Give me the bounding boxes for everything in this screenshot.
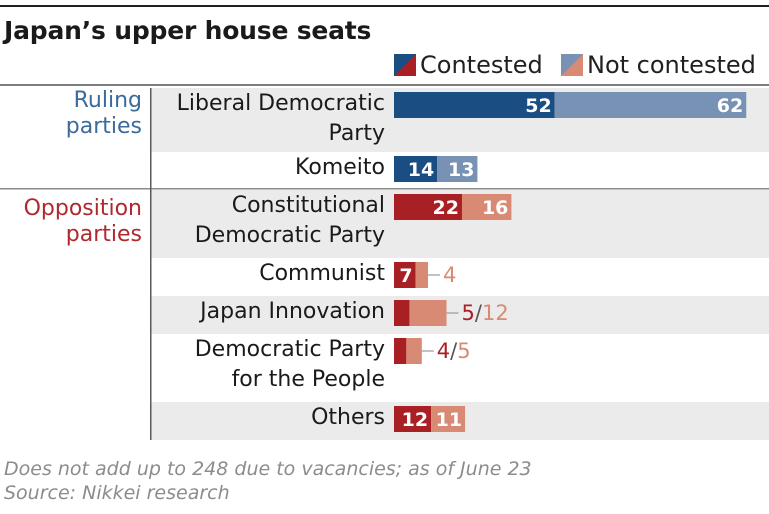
bar-not-contested <box>431 406 466 432</box>
bar-not-contested <box>406 338 422 364</box>
bar-not-contested <box>461 194 512 220</box>
category-label: Communist <box>259 261 385 286</box>
legend-not-contested: Not contested <box>561 50 756 80</box>
bar-contested <box>394 194 462 220</box>
bar-contested <box>394 262 416 288</box>
bar-contested <box>394 156 438 182</box>
header-rule <box>0 84 769 86</box>
category-label: Democratic Party <box>195 223 385 248</box>
value-label-contested: 22 <box>433 197 459 219</box>
value-label-outside: 4/5 <box>437 339 471 363</box>
top-rule <box>0 5 769 7</box>
bar-contested <box>394 92 555 118</box>
group-label-opposition: Opposition <box>24 196 142 221</box>
bar-contested <box>394 300 410 326</box>
value-label-not-contested: 62 <box>717 95 743 117</box>
bar-not-contested <box>437 156 478 182</box>
value-label-outside: 4 <box>443 263 456 287</box>
bar-not-contested <box>409 300 447 326</box>
legend-contested: Contested <box>394 50 543 80</box>
label-axis-line <box>150 88 152 440</box>
category-label: Constitutional <box>232 193 385 218</box>
category-label: Liberal Democratic <box>177 91 385 116</box>
value-label-not-contested: 11 <box>436 409 462 431</box>
category-label: for the People <box>232 367 385 392</box>
legend-swatch-not-contested <box>561 54 583 76</box>
chart-title: Japan’s upper house seats <box>4 16 372 45</box>
bar-contested <box>394 406 432 432</box>
footnote-source: Source: Nikkei research <box>4 482 230 504</box>
value-label-not-contested: 16 <box>482 197 508 219</box>
legend-swatch-contested <box>394 54 416 76</box>
value-label-outside: 5/12 <box>462 301 509 325</box>
row-band <box>151 296 769 334</box>
category-label: Japan Innovation <box>198 299 385 324</box>
legend-label-not-contested: Not contested <box>587 51 756 79</box>
value-label-contested: 52 <box>525 95 551 117</box>
category-label: Komeito <box>295 155 385 180</box>
value-label-contested: 7 <box>399 265 412 287</box>
bar-contested <box>394 338 407 364</box>
legend-label-contested: Contested <box>420 51 543 79</box>
value-label-not-contested: 13 <box>448 159 474 181</box>
group-label-ruling: parties <box>66 114 142 139</box>
value-label-contested: 12 <box>402 409 428 431</box>
footnote-vacancies: Does not add up to 248 due to vacancies;… <box>4 458 532 480</box>
group-label-opposition: parties <box>66 222 142 247</box>
value-label-contested: 14 <box>408 159 434 181</box>
bar-not-contested <box>554 92 747 118</box>
category-label: Democratic Party <box>195 337 385 362</box>
bar-not-contested <box>415 262 428 288</box>
group-label-ruling: Ruling <box>74 88 142 113</box>
category-label: Others <box>311 405 385 430</box>
group-divider <box>0 188 769 190</box>
category-label: Party <box>329 121 385 146</box>
